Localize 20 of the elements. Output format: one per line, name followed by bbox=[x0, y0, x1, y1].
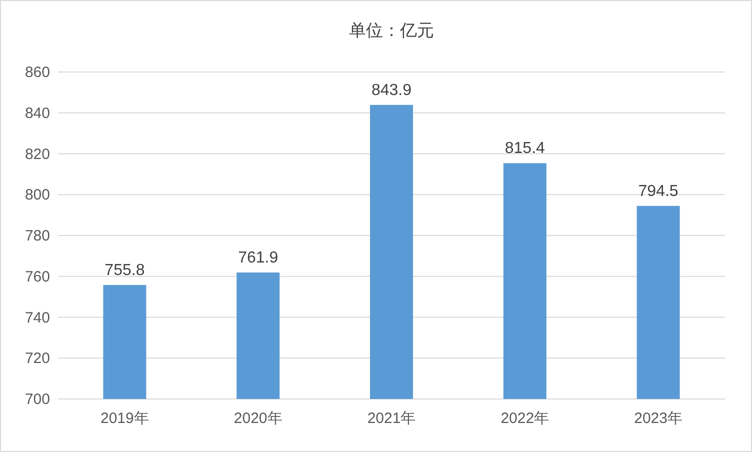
data-label: 761.9 bbox=[238, 249, 278, 266]
x-tick-label: 2022年 bbox=[500, 410, 550, 427]
y-tick-label: 820 bbox=[24, 146, 50, 163]
y-tick-label: 780 bbox=[24, 228, 50, 244]
y-tick-label: 800 bbox=[24, 186, 50, 204]
data-label: 815.4 bbox=[504, 140, 546, 158]
data-label: 755.8 bbox=[104, 262, 145, 279]
x-tick-label: 2021年 bbox=[367, 410, 416, 427]
data-label: 843.9 bbox=[371, 82, 412, 99]
y-tick-label: 740 bbox=[24, 309, 50, 326]
data-label: 794.5 bbox=[638, 182, 678, 200]
x-tick-label: 2020年 bbox=[234, 410, 282, 427]
chart-title: 单位：亿元 bbox=[349, 21, 434, 40]
y-tick-label: 700 bbox=[24, 391, 50, 408]
y-tick-label: 860 bbox=[24, 64, 50, 81]
y-tick-label: 760 bbox=[24, 268, 50, 286]
x-tick-label: 2019年 bbox=[100, 410, 149, 427]
x-tick-label: 2023年 bbox=[634, 410, 682, 427]
y-tick-label: 720 bbox=[24, 350, 50, 368]
y-tick-label: 840 bbox=[24, 104, 50, 122]
